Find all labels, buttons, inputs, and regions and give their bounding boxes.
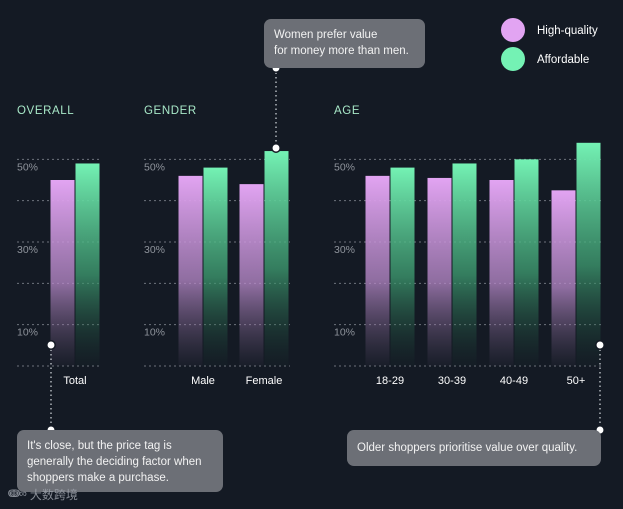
bar-high-quality [178, 175, 203, 366]
panel-title: GENDER [144, 105, 197, 117]
bar-high-quality [365, 175, 390, 366]
category-label: 50+ [567, 375, 586, 387]
panel-title: AGE [334, 105, 360, 117]
age-callout-line-1: Older shoppers prioritise value over qua… [357, 442, 578, 454]
bar-affordable [390, 167, 415, 366]
connector-dot [271, 143, 281, 153]
bar-high-quality [239, 184, 264, 366]
category-label: Male [191, 375, 215, 387]
overall-callout: It's close, but the price tag is general… [17, 430, 223, 492]
category-label: Total [63, 375, 86, 387]
y-tick-label: 10% [17, 327, 38, 339]
y-tick-label: 30% [17, 244, 38, 256]
y-tick-label: 30% [144, 244, 165, 256]
gender-callout-line-1: Women prefer value [274, 29, 378, 41]
category-label: 18-29 [376, 375, 404, 387]
labels: Total OVERALL 50% 30% 10% Male Female GENDER 50%… [17, 18, 598, 387]
y-tick-label: 50% [334, 161, 355, 173]
legend-swatch [501, 47, 525, 71]
category-label: 40-49 [500, 375, 528, 387]
bar-affordable [203, 167, 228, 366]
y-tick-label: 50% [17, 161, 38, 173]
gender-callout-line-2: for money more than men. [274, 45, 409, 57]
bar-high-quality [489, 180, 514, 366]
bar-high-quality [551, 190, 576, 366]
connector-dot [595, 340, 605, 350]
bar-high-quality [427, 177, 452, 366]
y-tick-label: 50% [144, 161, 165, 173]
overall-callout-line-1: It's close, but the price tag is [27, 440, 172, 452]
gender-callout: Women prefer value for money more than m… [264, 19, 425, 68]
legend-swatch [501, 18, 525, 42]
bar-affordable [75, 163, 100, 366]
bar-high-quality [50, 180, 75, 366]
legend-label: Affordable [537, 54, 589, 66]
overall-callout-line-2: generally the deciding factor when [27, 456, 202, 468]
overall-callout-line-3: shoppers make a purchase. [27, 472, 169, 484]
connector-dot [46, 340, 56, 350]
legend-label: High-quality [537, 25, 598, 37]
bar-affordable [514, 159, 539, 366]
bar-affordable [576, 142, 601, 366]
category-label: Female [246, 375, 283, 387]
y-tick-label: 30% [334, 244, 355, 256]
watermark: ↈ∞ 大数跨境 [8, 486, 78, 503]
age-callout: Older shoppers prioritise value over qua… [347, 430, 601, 466]
bars [50, 142, 601, 366]
panel-title: OVERALL [17, 105, 74, 117]
y-tick-label: 10% [144, 327, 165, 339]
bar-affordable [452, 163, 477, 366]
y-tick-label: 10% [334, 327, 355, 339]
bar-affordable [264, 151, 289, 366]
watermark-logo-icon: ↈ∞ [8, 488, 27, 500]
category-label: 30-39 [438, 375, 466, 387]
watermark-text: 大数跨境 [29, 488, 78, 502]
